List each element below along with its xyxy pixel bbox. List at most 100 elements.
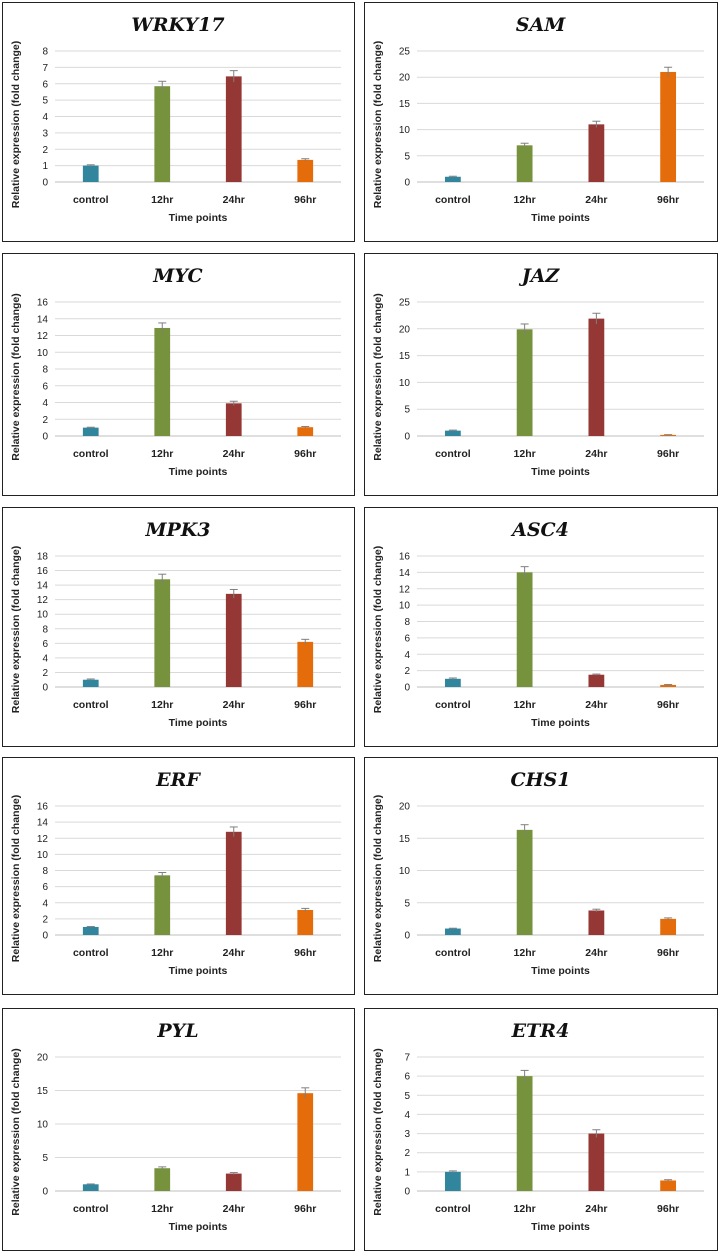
y-tick-label: 16: [399, 552, 411, 563]
bar-myc-96hr: [297, 427, 314, 436]
x-tick-label: 24hr: [223, 448, 245, 460]
x-tick-label: 96hr: [294, 947, 316, 959]
chart-svg-sam: 0 5 10 15 20 25 SAM Relative expression (fold c…: [372, 14, 704, 224]
bar-wrky17-96hr: [297, 159, 314, 182]
bar-etr4-96hr: [660, 1180, 677, 1191]
y-tick-label: 15: [399, 99, 411, 110]
y-tick-label: 15: [399, 834, 411, 845]
bar-pyl-control: [82, 1184, 99, 1191]
y-tick-label: 5: [404, 151, 410, 162]
chart-panel-chs1: 0 5 10 15 20 CHS1 Relative expression (fold ch…: [364, 757, 718, 995]
y-tick-label: 8: [42, 365, 48, 376]
y-tick-label: 12: [37, 595, 49, 606]
chart-panel-sam: 0 5 10 15 20 25 SAM Relative expression (fold c…: [364, 2, 718, 242]
x-tick-label: 12hr: [514, 194, 536, 206]
y-axis-label: Relative expression (fold change): [10, 795, 22, 962]
y-tick-label: 8: [42, 866, 48, 877]
bar-sam-12hr: [516, 145, 533, 182]
chart-title-chs1: CHS1: [510, 769, 570, 791]
y-tick-label: 14: [399, 568, 411, 579]
y-tick-label: 5: [42, 1153, 48, 1164]
y-axis-label: Relative expression (fold change): [10, 1048, 22, 1215]
plot-area: [55, 301, 341, 437]
x-tick-label: control: [435, 194, 471, 206]
plot-area: [55, 1056, 341, 1192]
x-axis-label: Time points: [169, 965, 228, 977]
x-tick-label: control: [73, 947, 109, 959]
y-axis-label: Relative expression (fold change): [372, 546, 384, 713]
x-tick-label: control: [435, 448, 471, 460]
y-tick-label: 10: [37, 610, 49, 621]
chart-title-sam: SAM: [516, 14, 566, 36]
y-axis-label: Relative expression (fold change): [10, 293, 22, 460]
x-tick-label: 24hr: [585, 1203, 607, 1215]
y-tick-label: 0: [42, 432, 48, 443]
y-tick-label: 12: [37, 331, 49, 342]
x-tick-label: control: [73, 1203, 109, 1215]
y-tick-label: 4: [404, 650, 410, 661]
chart-svg-erf: 0 2 4 6 8 10 12 14 16 ERF Relative expression (fol…: [10, 769, 341, 977]
y-tick-label: 10: [37, 348, 49, 359]
x-axis-label: Time points: [169, 212, 228, 224]
plot-area: [55, 555, 341, 688]
y-tick-label: 8: [404, 617, 410, 628]
bar-chs1-96hr: [660, 918, 677, 935]
y-axis-label: Relative expression (fold change): [10, 546, 22, 713]
y-tick-label: 10: [399, 378, 411, 389]
bar-pyl-96hr: [297, 1093, 314, 1191]
x-tick-label: 24hr: [585, 194, 607, 206]
y-axis-label: Relative expression (fold change): [372, 795, 384, 962]
y-tick-label: 14: [37, 314, 49, 325]
y-tick-label: 2: [42, 415, 48, 426]
bar-jaz-12hr: [516, 329, 533, 436]
y-tick-label: 14: [37, 818, 49, 829]
x-tick-label: 24hr: [585, 448, 607, 460]
y-tick-label: 6: [404, 633, 410, 644]
y-tick-label: 1: [404, 1167, 410, 1178]
y-tick-label: 10: [399, 866, 411, 877]
x-tick-label: control: [435, 1203, 471, 1215]
bar-jaz-control: [444, 430, 461, 436]
x-tick-label: 96hr: [294, 1203, 316, 1215]
bar-jaz-96hr: [660, 434, 677, 436]
chart-panel-pyl: 0 5 10 15 20 PYL Relative expression (fold cha…: [2, 1008, 355, 1251]
bar-etr4-12hr: [516, 1076, 533, 1191]
y-tick-label: 10: [37, 1120, 49, 1131]
chart-title-asc4: ASC4: [510, 519, 569, 541]
y-tick-label: 4: [42, 653, 48, 664]
x-tick-label: control: [435, 947, 471, 959]
bar-chs1-control: [444, 928, 461, 935]
chart-panel-mpk3: 0 2 4 6 8 10 12 14 16 18 MPK3 Relative expression (…: [2, 507, 355, 747]
y-tick-label: 16: [37, 566, 49, 577]
y-tick-label: 0: [42, 931, 48, 942]
x-tick-label: 12hr: [151, 1203, 173, 1215]
bar-myc-12hr: [154, 327, 171, 436]
bar-mpk3-12hr: [154, 579, 171, 687]
x-tick-label: 24hr: [585, 699, 607, 711]
bar-myc-control: [82, 427, 99, 436]
y-tick-label: 20: [399, 73, 411, 84]
y-tick-label: 8: [42, 624, 48, 635]
chart-svg-mpk3: 0 2 4 6 8 10 12 14 16 18 MPK3 Relative expression (…: [10, 519, 341, 729]
bar-asc4-control: [444, 678, 461, 687]
x-tick-label: 96hr: [657, 194, 679, 206]
chart-title-myc: MYC: [152, 265, 202, 287]
x-tick-label: 12hr: [151, 947, 173, 959]
bar-chs1-24hr: [588, 910, 605, 935]
chart-title-wrky17: WRKY17: [131, 14, 224, 36]
y-tick-label: 2: [42, 914, 48, 925]
y-tick-label: 5: [404, 405, 410, 416]
y-tick-label: 10: [399, 125, 411, 136]
y-tick-label: 20: [37, 1053, 49, 1064]
y-tick-label: 15: [37, 1086, 49, 1097]
x-axis-label: Time points: [531, 965, 590, 977]
x-tick-label: 96hr: [294, 699, 316, 711]
bar-jaz-24hr: [588, 318, 605, 436]
x-tick-label: 24hr: [585, 947, 607, 959]
bar-mpk3-control: [82, 679, 99, 687]
x-axis-label: Time points: [531, 212, 590, 224]
y-tick-label: 20: [399, 324, 411, 335]
y-tick-label: 0: [42, 178, 48, 189]
bar-sam-control: [444, 176, 461, 182]
x-tick-label: 96hr: [657, 699, 679, 711]
